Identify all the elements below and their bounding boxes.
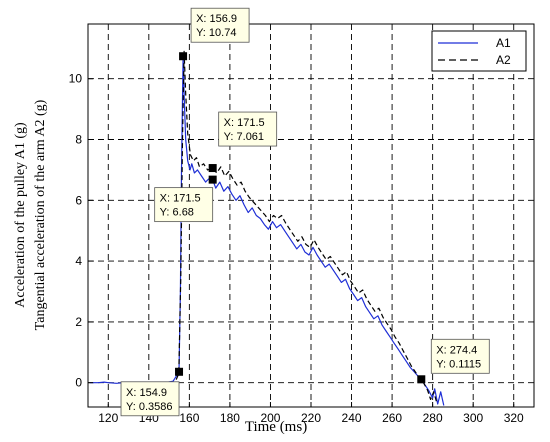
data-tip-box: [218, 111, 278, 147]
x-tick-label: 180: [220, 411, 240, 425]
legend-label-a1: A1: [496, 36, 511, 50]
y-tick-label: 8: [75, 133, 82, 147]
x-tick-label: 320: [504, 411, 524, 425]
x-axis-label: Time (ms): [245, 419, 307, 435]
y-tick-label: 10: [69, 72, 83, 86]
x-tick-label: 220: [301, 411, 321, 425]
x-tick-label: 200: [260, 411, 280, 425]
data-tip-y-value: Y: 0.1115: [436, 358, 481, 370]
legend-label-a2: A2: [496, 53, 511, 67]
y-tick-label: 2: [75, 315, 82, 329]
y-axis-label-line-1: Acceleration of the pulley A1 (g): [13, 122, 28, 308]
x-tick-label: 160: [179, 411, 199, 425]
data-tip-x-value: X: 156.9: [196, 13, 237, 25]
data-tip-box: [190, 7, 250, 43]
x-tick-label: 260: [382, 411, 402, 425]
legend: A1 A2: [431, 30, 527, 72]
y-tick-label: 0: [75, 376, 82, 390]
data-tip-marker: [417, 375, 426, 384]
data-tip-marker: [208, 164, 217, 173]
data-tip-marker: [208, 175, 217, 184]
data-tips: X: 156.9 Y: 10.74 X: 171.5 Y: 7.061 X: 171.5…: [120, 7, 490, 417]
data-tip-x-value: X: 274.4: [436, 344, 477, 356]
x-tick-label: 120: [98, 411, 118, 425]
x-tick-label: 300: [463, 411, 483, 425]
y-axis-label-line-2: Tangential acceleration of the arm A2 (g…: [33, 99, 48, 330]
data-tip-box: [120, 381, 180, 417]
series-layer: [90, 50, 445, 406]
y-tick-label: 4: [75, 254, 82, 268]
data-tip-box: [430, 338, 490, 374]
series-line-a1: [90, 55, 445, 406]
x-tick-label: 240: [342, 411, 362, 425]
data-tip-box: [154, 187, 214, 223]
data-tip-x-value: X: 171.5: [224, 117, 265, 129]
y-tick-label: 6: [75, 193, 82, 207]
data-tip-y-value: Y: 10.74: [196, 27, 236, 39]
data-tip-y-value: Y: 7.061: [224, 131, 264, 143]
data-tip-y-value: Y: 0.3586: [126, 401, 172, 413]
x-tick-label: 280: [423, 411, 443, 425]
data-tip-x-value: X: 154.9: [126, 387, 167, 399]
legend-box: [431, 30, 527, 72]
data-tip-y-value: Y: 6.68: [160, 207, 194, 219]
data-tip-marker: [179, 52, 188, 61]
data-tip-marker: [175, 367, 184, 376]
data-tip-x-value: X: 171.5: [160, 193, 201, 205]
